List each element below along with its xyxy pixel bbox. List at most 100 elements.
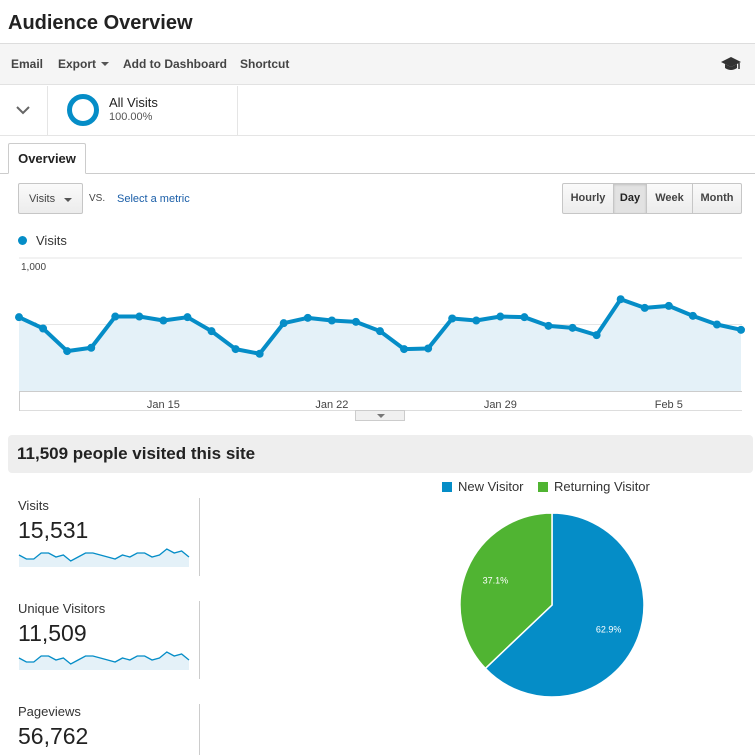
chart-resize-handle[interactable] (355, 410, 405, 421)
data-point (255, 349, 264, 358)
legend-dot-icon (18, 236, 27, 245)
segment-bar: All Visits 100.00% (0, 86, 755, 136)
tab-bar: Overview (0, 143, 755, 174)
data-point (376, 327, 384, 336)
add-to-dashboard-button[interactable]: Add to Dashboard (123, 57, 227, 71)
pie-legend-label: Returning Visitor (554, 479, 650, 494)
pie-legend-new-visitor[interactable]: New Visitor (442, 479, 524, 494)
data-point (279, 319, 288, 328)
data-point (737, 325, 745, 334)
page-title: Audience Overview (8, 12, 193, 34)
data-point (135, 312, 144, 321)
data-point (712, 320, 721, 329)
pie-legend-returning-visitor[interactable]: Returning Visitor (538, 479, 650, 494)
pie-slice (484, 512, 645, 698)
y-tick-label: 1,000 (21, 262, 46, 273)
data-point (664, 301, 673, 310)
sparkline-line (18, 651, 190, 665)
x-tick-label: Jan 15 (147, 399, 180, 411)
shortcut-button[interactable]: Shortcut (240, 57, 290, 71)
pie-slice-label: 62.9% (596, 624, 622, 634)
metric-value: 56,762 (18, 723, 89, 749)
summary-headline: 11,509 people visited this site (17, 444, 256, 463)
data-point (688, 311, 697, 320)
data-point (327, 316, 336, 325)
sparkline-line (18, 548, 190, 562)
data-point (39, 324, 48, 333)
x-tick-label: Jan 29 (484, 399, 517, 411)
segment-card-all-visits[interactable]: All Visits 100.00% (48, 86, 238, 136)
chevron-down-icon (64, 198, 72, 202)
data-point (15, 313, 23, 322)
data-point (111, 312, 120, 321)
data-point (592, 331, 601, 340)
metric-visits[interactable]: Visits 15,531 (18, 498, 200, 576)
email-button[interactable]: Email (11, 57, 44, 71)
data-point (568, 323, 577, 332)
metric-dropdown-label: Visits (29, 193, 56, 205)
data-point (63, 347, 72, 356)
sparkline (18, 651, 190, 670)
data-point (159, 316, 168, 325)
data-point (616, 295, 625, 304)
segment-name: All Visits (109, 95, 158, 110)
x-tick-label: Jan 22 (315, 399, 348, 411)
data-point (448, 314, 457, 323)
data-point (424, 344, 433, 353)
data-point (640, 303, 649, 312)
data-point (472, 316, 481, 325)
sparkline (18, 548, 190, 567)
data-point (231, 345, 240, 354)
week-button[interactable]: Week (647, 184, 693, 213)
data-point (87, 343, 96, 352)
metric-unique-visitors[interactable]: Unique Visitors 11,509 (18, 601, 200, 679)
metric-label: Visits (18, 498, 49, 513)
pie-slice (459, 512, 553, 670)
segment-percent: 100.00% (109, 111, 153, 123)
legend-swatch-icon (538, 482, 548, 492)
data-point (303, 313, 312, 322)
visitor-pie-chart: 62.9% 37.1% (459, 512, 645, 698)
data-point (496, 312, 505, 321)
sparkline-area (19, 549, 189, 567)
metric-pageviews[interactable]: Pageviews 56,762 (18, 704, 200, 755)
segment-ring-icon (67, 94, 99, 126)
vs-label: VS. (89, 193, 106, 204)
tab-overview[interactable]: Overview (8, 143, 86, 174)
toolbar: Email Export Add to Dashboard Shortcut (0, 44, 755, 85)
title-bar: Audience Overview (0, 0, 755, 44)
pie-slice-label: 37.1% (483, 576, 509, 586)
granularity-buttons: Hourly Day Week Month (562, 183, 742, 214)
chevron-down-icon (377, 414, 385, 418)
chevron-down-icon (101, 62, 110, 66)
data-point (207, 327, 216, 336)
pie-legend-label: New Visitor (458, 479, 524, 494)
sparkline-area (19, 652, 189, 670)
legend-label: Visits (36, 233, 67, 248)
data-point (400, 345, 409, 354)
data-point (520, 313, 529, 322)
chart-legend: Visits (18, 233, 67, 248)
day-button[interactable]: Day (614, 184, 647, 213)
month-button[interactable]: Month (700, 192, 734, 204)
summary-bar: 11,509 people visited this site (8, 435, 753, 473)
export-label: Export (58, 57, 97, 71)
segment-toggle[interactable] (0, 86, 48, 136)
data-point (183, 313, 192, 322)
legend-swatch-icon (442, 482, 452, 492)
x-tick-label: Feb 5 (655, 399, 683, 411)
metric-dropdown[interactable]: Visits (18, 183, 83, 214)
export-button[interactable]: Export (58, 57, 110, 71)
metric-label: Unique Visitors (18, 601, 106, 616)
graduation-cap-icon[interactable] (721, 55, 741, 73)
visits-area (19, 299, 741, 391)
select-metric-link[interactable]: Select a metric (117, 193, 190, 205)
metric-value: 15,531 (18, 517, 89, 543)
hourly-button[interactable]: Hourly (563, 184, 614, 213)
metric-value: 11,509 (18, 620, 87, 646)
data-point (351, 317, 360, 326)
data-point (544, 321, 553, 330)
chevron-down-icon (16, 106, 30, 115)
metric-label: Pageviews (18, 704, 81, 719)
